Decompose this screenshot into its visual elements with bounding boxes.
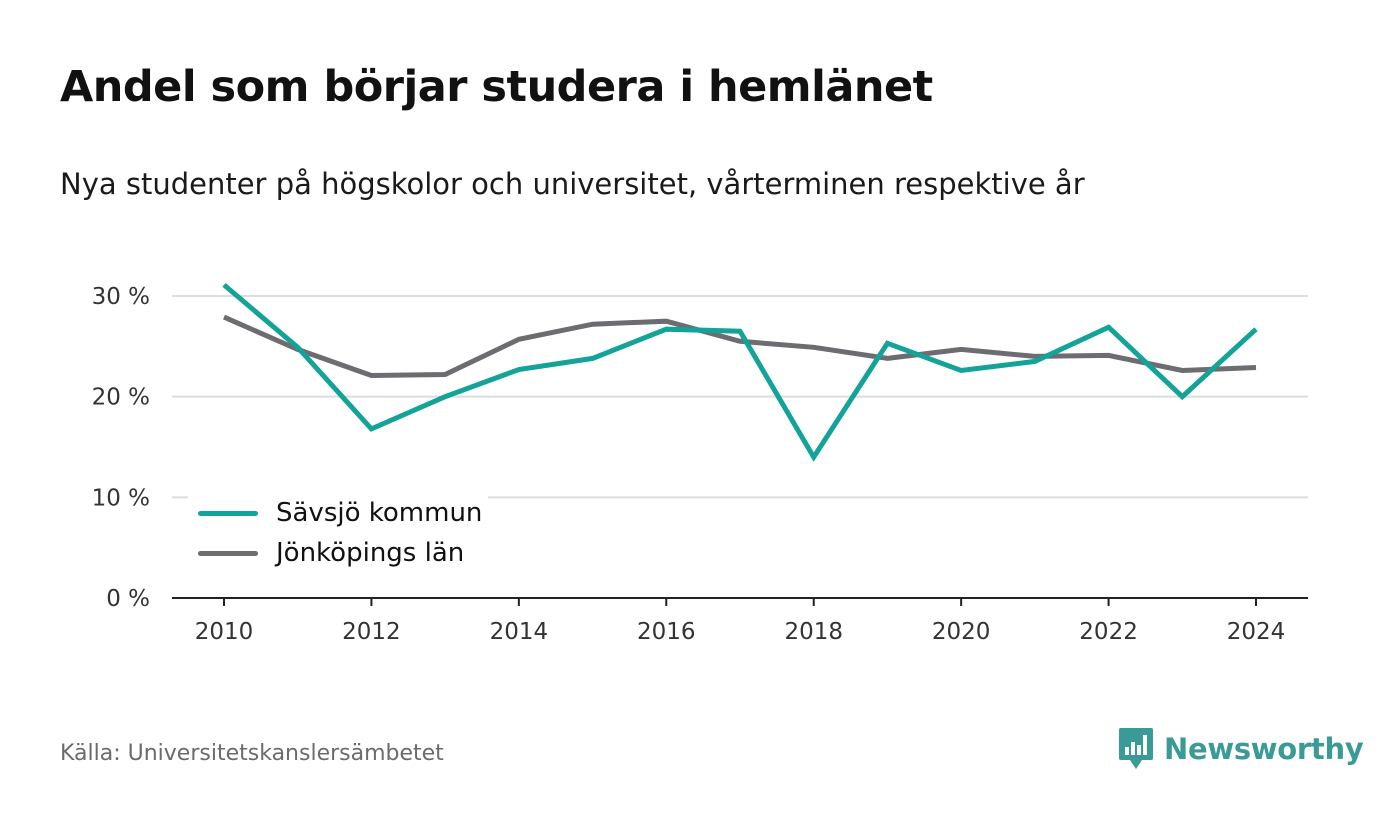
x-tick-label: 2018	[784, 619, 843, 645]
legend-item-savsjo: Sävsjö kommun	[198, 498, 482, 528]
y-tick-label: 0 %	[106, 586, 150, 612]
legend-swatch-savsjo	[198, 510, 258, 516]
y-tick-label: 30 %	[92, 284, 150, 310]
legend: Sävsjö kommun Jönköpings län	[188, 494, 488, 580]
series-lines	[222, 282, 1258, 462]
x-tick-label: 2012	[342, 619, 401, 645]
legend-label-savsjo: Sävsjö kommun	[276, 498, 483, 528]
legend-item-jonkoping: Jönköpings län	[198, 538, 464, 568]
x-tick-label: 2024	[1227, 619, 1286, 645]
series-line-savsjo	[222, 282, 1258, 462]
legend-swatch-jonkoping	[198, 550, 258, 556]
x-tick-label: 2020	[932, 619, 991, 645]
brand-name: Newsworthy	[1164, 732, 1364, 766]
legend-label-jonkoping: Jönköpings län	[276, 538, 465, 568]
x-axis-ticks	[223, 598, 1257, 606]
x-tick-label: 2010	[195, 619, 254, 645]
y-tick-label: 20 %	[92, 385, 150, 411]
line-chart: 30 % 20 % 10 % 0 % 2010 2012 2014 2016 2018 2020…	[92, 282, 1308, 645]
chart-title: Andel som börjar studera i hemlänet	[60, 62, 933, 112]
source-note: Källa: Universitetskanslersämbetet	[60, 741, 444, 766]
chart-subtitle: Nya studenter på högskolor och universit…	[60, 167, 1085, 201]
series-line-jonkoping	[222, 314, 1257, 379]
x-tick-label: 2022	[1079, 619, 1138, 645]
x-tick-label: 2016	[637, 619, 696, 645]
newsworthy-logo-icon	[1119, 728, 1153, 769]
y-axis-labels: 30 % 20 % 10 % 0 %	[92, 284, 150, 612]
x-tick-label: 2014	[490, 619, 549, 645]
y-tick-label: 10 %	[92, 485, 150, 511]
brand-logo: Newsworthy	[1118, 727, 1364, 771]
x-axis-labels: 2010 2012 2014 2016 2018 2020 2022 2024	[195, 619, 1286, 645]
